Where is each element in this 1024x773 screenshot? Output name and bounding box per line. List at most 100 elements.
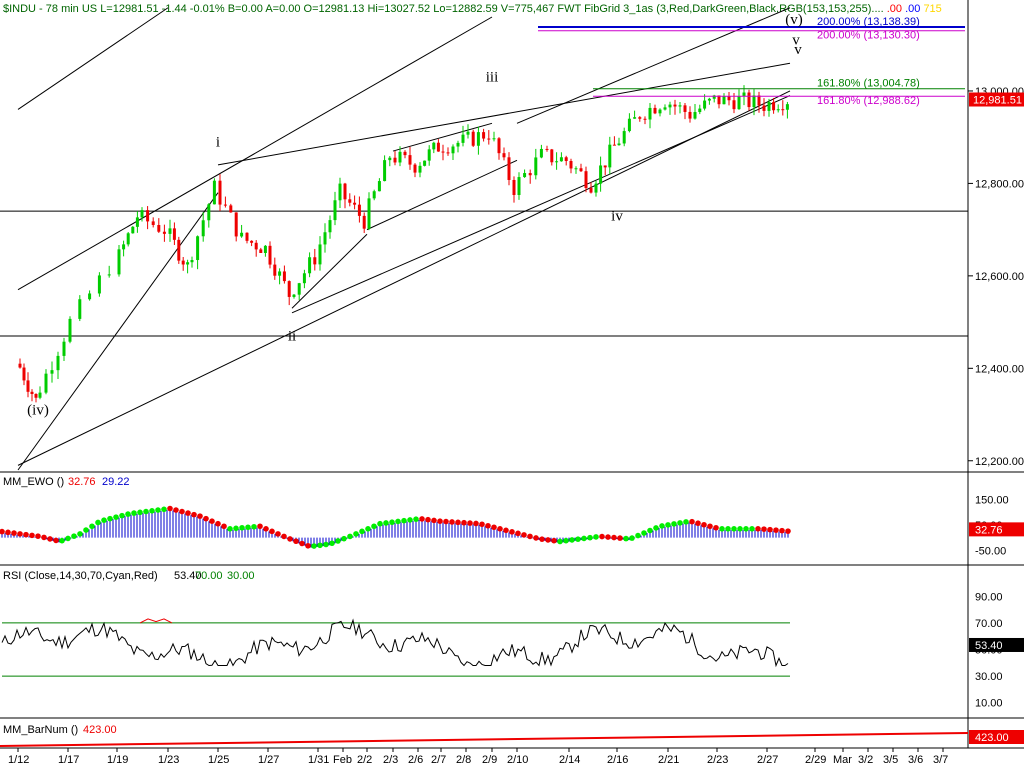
candle-body[interactable]: [357, 204, 361, 216]
price-axis[interactable]: 13,000.0012,800.0012,600.0012,400.0012,2…: [968, 86, 1024, 468]
candle-body[interactable]: [157, 224, 161, 232]
candle-body[interactable]: [584, 171, 588, 189]
candle-body[interactable]: [97, 275, 101, 294]
candle-body[interactable]: [292, 294, 296, 297]
candle-body[interactable]: [168, 228, 172, 234]
candlesticks[interactable]: [18, 85, 789, 403]
candle-body[interactable]: [512, 179, 516, 195]
candle-body[interactable]: [135, 217, 139, 227]
candle-body[interactable]: [131, 226, 135, 234]
candle-body[interactable]: [34, 393, 38, 398]
rsi-line[interactable]: [1, 618, 789, 668]
candle-body[interactable]: [633, 117, 637, 119]
trendline[interactable]: [17, 7, 169, 110]
candle-body[interactable]: [398, 151, 402, 163]
candle-body[interactable]: [487, 138, 491, 140]
candle-body[interactable]: [622, 131, 626, 144]
candle-body[interactable]: [313, 257, 317, 265]
candle-body[interactable]: [594, 183, 598, 193]
candle-body[interactable]: [507, 157, 511, 180]
candle-body[interactable]: [343, 183, 347, 200]
candle-body[interactable]: [698, 108, 702, 113]
candle-body[interactable]: [177, 239, 181, 261]
candle-body[interactable]: [432, 142, 436, 150]
candle-body[interactable]: [250, 240, 254, 243]
candle-body[interactable]: [388, 157, 392, 161]
candle-body[interactable]: [254, 242, 258, 250]
candle-body[interactable]: [418, 165, 422, 173]
rsi-panel[interactable]: [1, 618, 790, 677]
trendline[interactable]: [17, 90, 791, 466]
candle-body[interactable]: [717, 95, 721, 105]
candle-body[interactable]: [328, 220, 332, 233]
candle-body[interactable]: [539, 148, 543, 158]
trendlines[interactable]: [0, 7, 968, 471]
candle-body[interactable]: [627, 118, 631, 132]
candle-body[interactable]: [62, 341, 66, 356]
candle-body[interactable]: [367, 198, 371, 229]
candle-body[interactable]: [492, 138, 496, 140]
candle-body[interactable]: [333, 200, 337, 221]
candle-body[interactable]: [471, 131, 475, 146]
candle-body[interactable]: [282, 271, 286, 282]
candle-body[interactable]: [497, 138, 501, 154]
candle-body[interactable]: [393, 157, 397, 163]
candle-body[interactable]: [126, 233, 130, 245]
candle-body[interactable]: [663, 107, 667, 110]
candle-body[interactable]: [68, 318, 72, 342]
candle-body[interactable]: [353, 202, 357, 205]
candle-body[interactable]: [223, 204, 227, 206]
candle-body[interactable]: [56, 355, 60, 371]
candle-body[interactable]: [608, 144, 612, 168]
candle-body[interactable]: [678, 105, 682, 107]
trendline[interactable]: [17, 16, 493, 291]
candle-body[interactable]: [643, 118, 647, 120]
candle-body[interactable]: [146, 210, 150, 222]
candle-body[interactable]: [436, 142, 440, 152]
candle-body[interactable]: [268, 245, 272, 265]
candle-body[interactable]: [781, 109, 785, 111]
candle-body[interactable]: [278, 271, 282, 276]
candle-body[interactable]: [30, 391, 34, 394]
candle-body[interactable]: [534, 157, 538, 176]
candle-body[interactable]: [579, 168, 583, 172]
candle-body[interactable]: [308, 257, 312, 274]
candle-body[interactable]: [172, 228, 176, 240]
candle-body[interactable]: [528, 173, 532, 176]
candle-body[interactable]: [688, 111, 692, 119]
candle-body[interactable]: [482, 132, 486, 139]
candle-body[interactable]: [162, 231, 166, 234]
ewo-panel[interactable]: [0, 505, 791, 549]
candle-body[interactable]: [263, 245, 267, 253]
candle-body[interactable]: [722, 96, 726, 105]
candle-body[interactable]: [383, 160, 387, 182]
candle-body[interactable]: [297, 283, 301, 295]
candle-body[interactable]: [423, 160, 427, 166]
candle-body[interactable]: [403, 151, 407, 156]
candle-body[interactable]: [762, 105, 766, 111]
candle-body[interactable]: [88, 293, 92, 300]
trendline[interactable]: [392, 122, 493, 152]
candle-body[interactable]: [201, 220, 205, 237]
trendline[interactable]: [217, 62, 791, 166]
candle-body[interactable]: [707, 98, 711, 101]
candle-body[interactable]: [703, 100, 707, 109]
candle-body[interactable]: [564, 157, 568, 161]
candle-body[interactable]: [427, 149, 431, 161]
candle-body[interactable]: [413, 164, 417, 173]
candle-body[interactable]: [683, 105, 687, 112]
candle-body[interactable]: [18, 363, 22, 368]
candle-body[interactable]: [26, 380, 30, 392]
candle-body[interactable]: [617, 143, 621, 146]
candle-body[interactable]: [259, 249, 263, 253]
candle-body[interactable]: [752, 95, 756, 108]
candle-body[interactable]: [181, 260, 185, 265]
candle-body[interactable]: [44, 373, 48, 393]
candle-body[interactable]: [555, 161, 559, 163]
candle-body[interactable]: [712, 95, 716, 99]
candle-body[interactable]: [574, 168, 578, 170]
candle-body[interactable]: [229, 205, 233, 213]
candle-body[interactable]: [612, 144, 616, 146]
candle-body[interactable]: [245, 232, 249, 241]
candle-body[interactable]: [550, 149, 554, 163]
